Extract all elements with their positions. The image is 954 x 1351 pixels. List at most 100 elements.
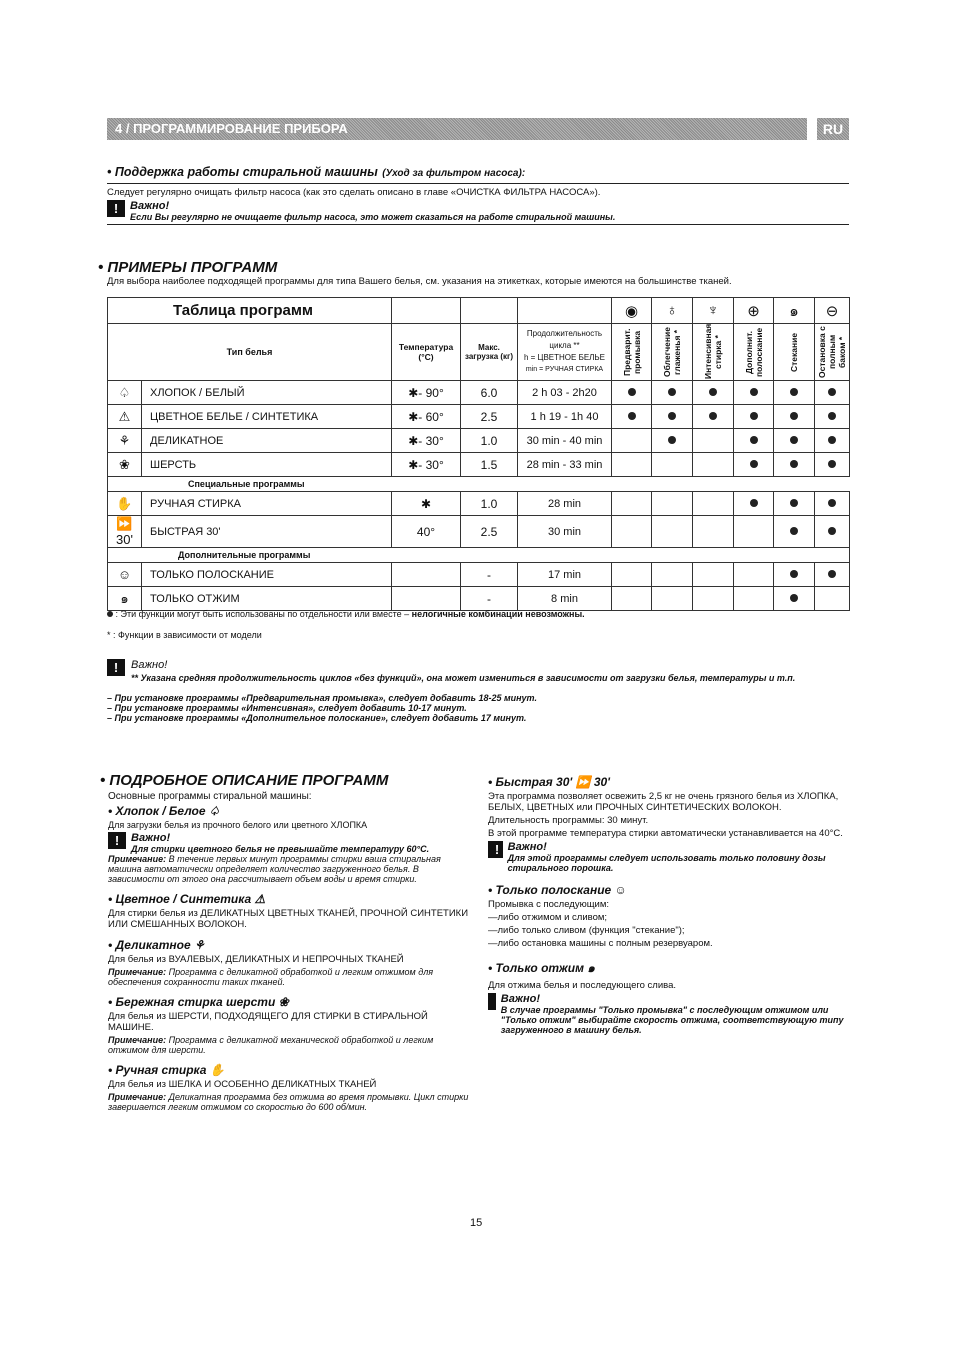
function-cell bbox=[814, 586, 850, 611]
function-cell bbox=[651, 562, 693, 587]
dot-icon bbox=[749, 387, 758, 396]
dot-icon bbox=[790, 593, 798, 602]
program-temp: 40° bbox=[391, 515, 461, 548]
dot-icon bbox=[828, 498, 836, 507]
program-duration: 2 h 03 - 2h20 bbox=[517, 380, 612, 405]
dot-icon bbox=[749, 411, 758, 420]
details-intro: Основные программы стиральной машины: bbox=[108, 791, 312, 802]
program-duration: 30 min - 40 min bbox=[517, 428, 612, 453]
function-cell bbox=[814, 380, 850, 405]
function-cell bbox=[773, 515, 815, 548]
details-left-column: • ПОДРОБНОЕ ОПИСАНИЕ ПРОГРАММ Основные п… bbox=[100, 772, 473, 1114]
warning-icon bbox=[488, 993, 506, 1010]
table-row: ☺ ТОЛЬКО ПОЛОСКАНИЕ -17 min bbox=[107, 562, 850, 587]
function-cell bbox=[651, 452, 693, 477]
delicate-icon: ⚘ bbox=[107, 428, 142, 453]
program-load: 2.5 bbox=[460, 515, 518, 548]
examples-intro: Для выбора наиболее подходящей программы… bbox=[107, 276, 732, 287]
col-function: Остановка с полным баком * bbox=[817, 326, 847, 378]
table-row: ✋ РУЧНАЯ СТИРКА ✱ 1.0 28 min bbox=[107, 491, 850, 516]
examples-title: • ПРИМЕРЫ ПРОГРАММ bbox=[98, 259, 277, 277]
function-cell bbox=[733, 452, 774, 477]
function-cell bbox=[733, 515, 774, 548]
function-cell bbox=[733, 562, 774, 587]
important-label: Важно! bbox=[507, 841, 547, 853]
program-load: - bbox=[460, 562, 518, 587]
col-duration-h: h = ЦВЕТНОЕ БЕЛЬЕ bbox=[523, 353, 606, 362]
function-cell bbox=[692, 452, 734, 477]
col-type: Тип белья bbox=[107, 323, 392, 381]
program-desc: Для загрузки белья из прочного белого ил… bbox=[108, 820, 368, 830]
section-extra: Дополнительные программы bbox=[107, 547, 850, 563]
section-header: 4 / ПРОГРАММИРОВАНИЕ ПРИБОРА bbox=[107, 118, 807, 140]
synthetic-icon: ⚠ bbox=[107, 404, 142, 429]
function-cell bbox=[692, 586, 734, 611]
program-name: БЫСТРАЯ 30' bbox=[141, 515, 392, 548]
program-title: • Цветное / Синтетика ⚠ bbox=[108, 892, 266, 906]
legend-dot-bold: нелогичные комбинации невозможны. bbox=[411, 609, 585, 619]
warning-text: В случае программы "Только промывка" с п… bbox=[500, 1005, 844, 1035]
function-cell bbox=[651, 515, 693, 548]
program-temp: ✱- 30° bbox=[391, 428, 461, 453]
language-badge: RU bbox=[817, 118, 849, 140]
dot-icon bbox=[627, 411, 636, 420]
maintenance-title: • Поддержка работы стиральной машины bbox=[107, 165, 378, 179]
function-cell bbox=[814, 452, 850, 477]
program-load: 1.0 bbox=[460, 428, 518, 453]
program-name: ТОЛЬКО ОТЖИМ bbox=[141, 586, 392, 611]
dot-icon bbox=[749, 435, 758, 444]
function-cell bbox=[651, 404, 693, 429]
program-name: РУЧНАЯ СТИРКА bbox=[141, 491, 392, 516]
note-text: – При установке программы «Интенсивная»,… bbox=[107, 703, 467, 713]
program-duration: 30 min bbox=[517, 515, 612, 548]
col-function: Предварит. промывка bbox=[621, 328, 642, 376]
function-cell bbox=[733, 586, 774, 611]
important-label: Важно! bbox=[500, 993, 540, 1005]
program-load: 1.5 bbox=[460, 452, 518, 477]
program-load: - bbox=[460, 586, 518, 611]
program-desc: Для белья из ВУАЛЕВЫХ, ДЕЛИКАТНЫХ И НЕПР… bbox=[108, 954, 404, 965]
dot-icon bbox=[828, 411, 836, 420]
function-cell bbox=[773, 586, 815, 611]
program-name: ХЛОПОК / БЕЛЫЙ bbox=[141, 380, 392, 405]
function-cell bbox=[814, 562, 850, 587]
program-title: • Деликатное ⚘ bbox=[108, 938, 205, 952]
extra-rinse-icon: ⊕ bbox=[733, 297, 774, 324]
rinse-icon: ☺ bbox=[107, 562, 142, 587]
function-cell bbox=[773, 562, 815, 587]
function-cell bbox=[692, 491, 734, 516]
function-cell bbox=[611, 491, 652, 516]
warning-text: Для этой программы следует использовать … bbox=[507, 853, 826, 873]
important-label: Важно! bbox=[131, 832, 171, 844]
maintenance-title-note: (Уход за фильтром насоса): bbox=[382, 168, 526, 179]
program-temp: ✱ bbox=[391, 491, 461, 516]
table-row: ⚠ ЦВЕТНОЕ БЕЛЬЕ / СИНТЕТИКА ✱- 60° 2.5 1 h 1… bbox=[107, 404, 850, 429]
dot-icon bbox=[790, 498, 798, 507]
dot-icon bbox=[749, 498, 758, 507]
col-duration: Продолжительность цикла ** bbox=[526, 329, 603, 350]
function-cell bbox=[651, 380, 693, 405]
program-desc: Промывка с последующим: bbox=[488, 899, 609, 910]
function-cell bbox=[733, 491, 774, 516]
col-function: Дополнит. полоскание bbox=[743, 327, 764, 377]
program-name: ТОЛЬКО ПОЛОСКАНИЕ bbox=[141, 562, 392, 587]
table-row: ⏩ 30' БЫСТРАЯ 30' 40° 2.5 30 min bbox=[107, 515, 850, 548]
legend-dot: : Эти функции могут быть использованы по… bbox=[107, 609, 585, 619]
program-duration: 28 min - 33 min bbox=[517, 452, 612, 477]
col-temp: Температура (°С) bbox=[391, 323, 461, 381]
dot-icon bbox=[790, 435, 798, 444]
program-desc: Для белья из ШЕЛКА И ОСОБЕННО ДЕЛИКАТНЫХ… bbox=[108, 1079, 377, 1090]
program-load: 2.5 bbox=[460, 404, 518, 429]
col-duration-min: min = РУЧНАЯ СТИРКА bbox=[525, 366, 604, 373]
table-title: Таблица программ bbox=[107, 297, 392, 324]
dot-icon bbox=[828, 569, 836, 578]
dot-icon bbox=[828, 526, 836, 535]
program-title: • Бережная стирка шерсти ❀ bbox=[108, 995, 289, 1009]
function-cell bbox=[814, 404, 850, 429]
dot-icon bbox=[749, 459, 758, 468]
divider bbox=[107, 224, 849, 225]
function-cell bbox=[692, 404, 734, 429]
program-duration: 8 min bbox=[517, 586, 612, 611]
table-header-row: Тип белья Температура (°С) Макс. загрузк… bbox=[107, 323, 850, 381]
col-function: Облегчение глаженья * bbox=[662, 327, 682, 377]
